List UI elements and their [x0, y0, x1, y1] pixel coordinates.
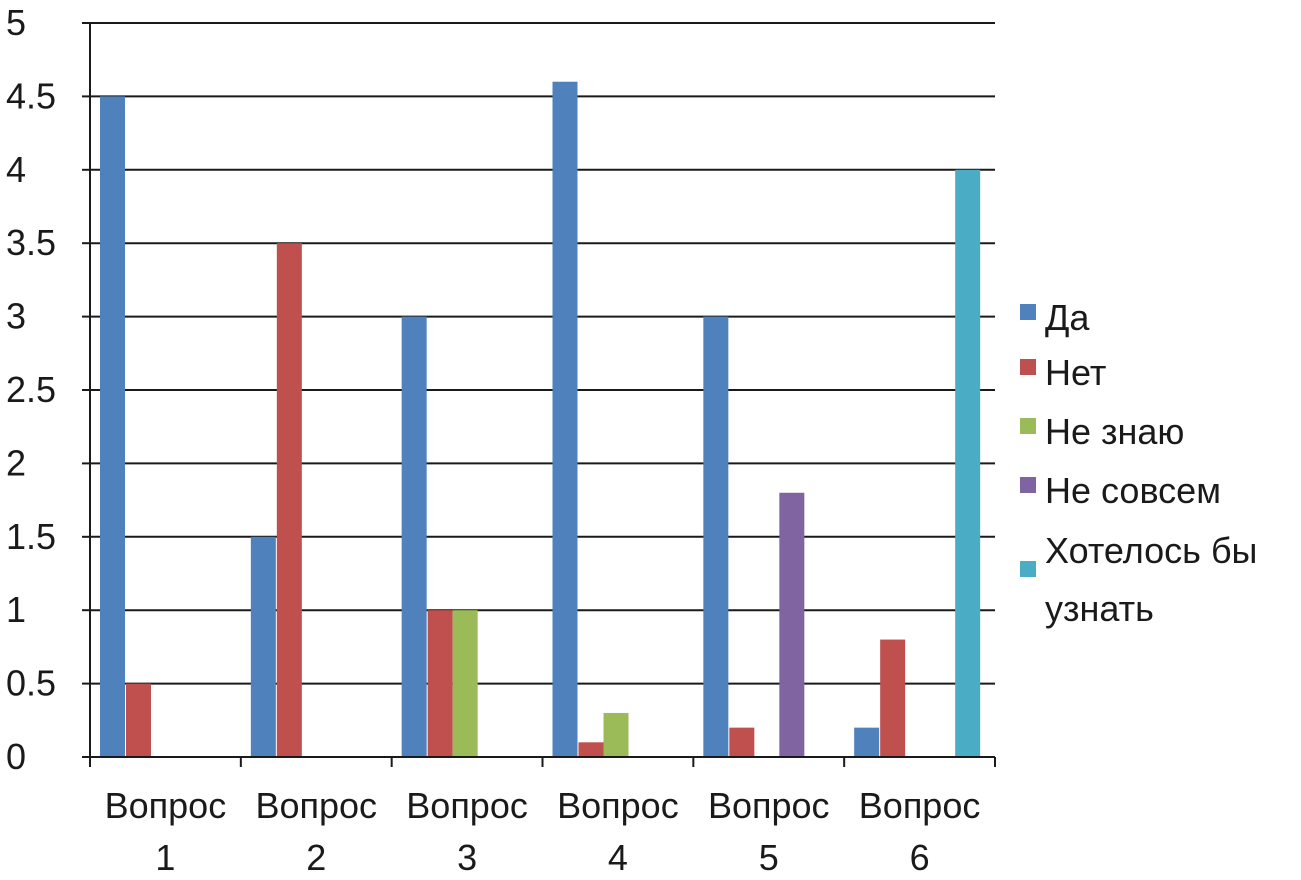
y-tick-label: 3 [6, 296, 26, 337]
x-tick-label: Вопрос [859, 785, 981, 826]
y-tick-label: 4 [6, 149, 26, 190]
x-axis-tick-labels: Вопрос 1 Вопрос 2 Вопрос 3 Вопрос 4 Вопрос 5 Вопро… [105, 785, 981, 878]
x-tick-label: Вопрос [708, 785, 830, 826]
bar-5-4 [955, 169, 981, 758]
x-tick-label: 2 [306, 837, 326, 878]
y-axis-tick-labels: 0 0.5 1 1.5 2 2.5 3 3.5 4 4.5 5 [6, 2, 56, 777]
bar-4-0 [703, 316, 729, 757]
legend-label: Не знаю [1045, 411, 1184, 452]
bar-1-1 [276, 243, 302, 757]
y-tick-label: 5 [6, 2, 26, 43]
legend-swatch [1020, 477, 1036, 493]
y-tick-label: 0 [6, 736, 26, 777]
x-tick-label: 6 [910, 837, 930, 878]
bar-5-1 [880, 639, 906, 757]
x-tick-label: Вопрос [255, 785, 377, 826]
bar-5-0 [854, 727, 880, 757]
y-tick-label: 2 [6, 442, 26, 483]
x-tick-label: 5 [759, 837, 779, 878]
legend-label: Да [1045, 297, 1090, 338]
gridlines [90, 22, 995, 685]
y-tick-label: 1 [6, 589, 26, 630]
bar-4-3 [779, 492, 805, 757]
bar-0-1 [126, 683, 151, 757]
bar-2-0 [401, 316, 427, 757]
y-tick-label: 3.5 [6, 222, 56, 263]
legend-swatch [1020, 359, 1036, 375]
x-tick-label: 4 [608, 837, 628, 878]
y-tick-label: 1.5 [6, 516, 56, 557]
bars [100, 81, 981, 758]
bar-2-1 [427, 610, 453, 757]
bar-3-1 [578, 742, 604, 757]
axes [82, 22, 996, 767]
x-tick-label: Вопрос [557, 785, 679, 826]
legend: Да Нет Не знаю Не совсем Хотелось бы узнать [1020, 297, 1257, 629]
legend-label: Нет [1045, 352, 1106, 393]
y-tick-label: 2.5 [6, 369, 56, 410]
x-tick-label: Вопрос [105, 785, 227, 826]
legend-swatch [1020, 561, 1036, 577]
legend-swatch [1020, 418, 1036, 434]
bar-3-2 [603, 712, 629, 757]
y-tick-label: 4.5 [6, 75, 56, 116]
bar-4-1 [729, 727, 755, 757]
x-tick-label: 1 [155, 837, 175, 878]
legend-swatch [1020, 304, 1036, 320]
legend-label: узнать [1045, 588, 1154, 629]
bar-2-2 [452, 610, 478, 757]
x-tick-label: Вопрос [406, 785, 528, 826]
bar-0-0 [100, 96, 125, 757]
legend-label: Хотелось бы [1045, 530, 1257, 571]
x-tick-label: 3 [457, 837, 477, 878]
bar-3-0 [552, 81, 578, 758]
bar-1-0 [250, 536, 276, 757]
y-tick-label: 0.5 [6, 663, 56, 704]
legend-label: Не совсем [1045, 470, 1221, 511]
